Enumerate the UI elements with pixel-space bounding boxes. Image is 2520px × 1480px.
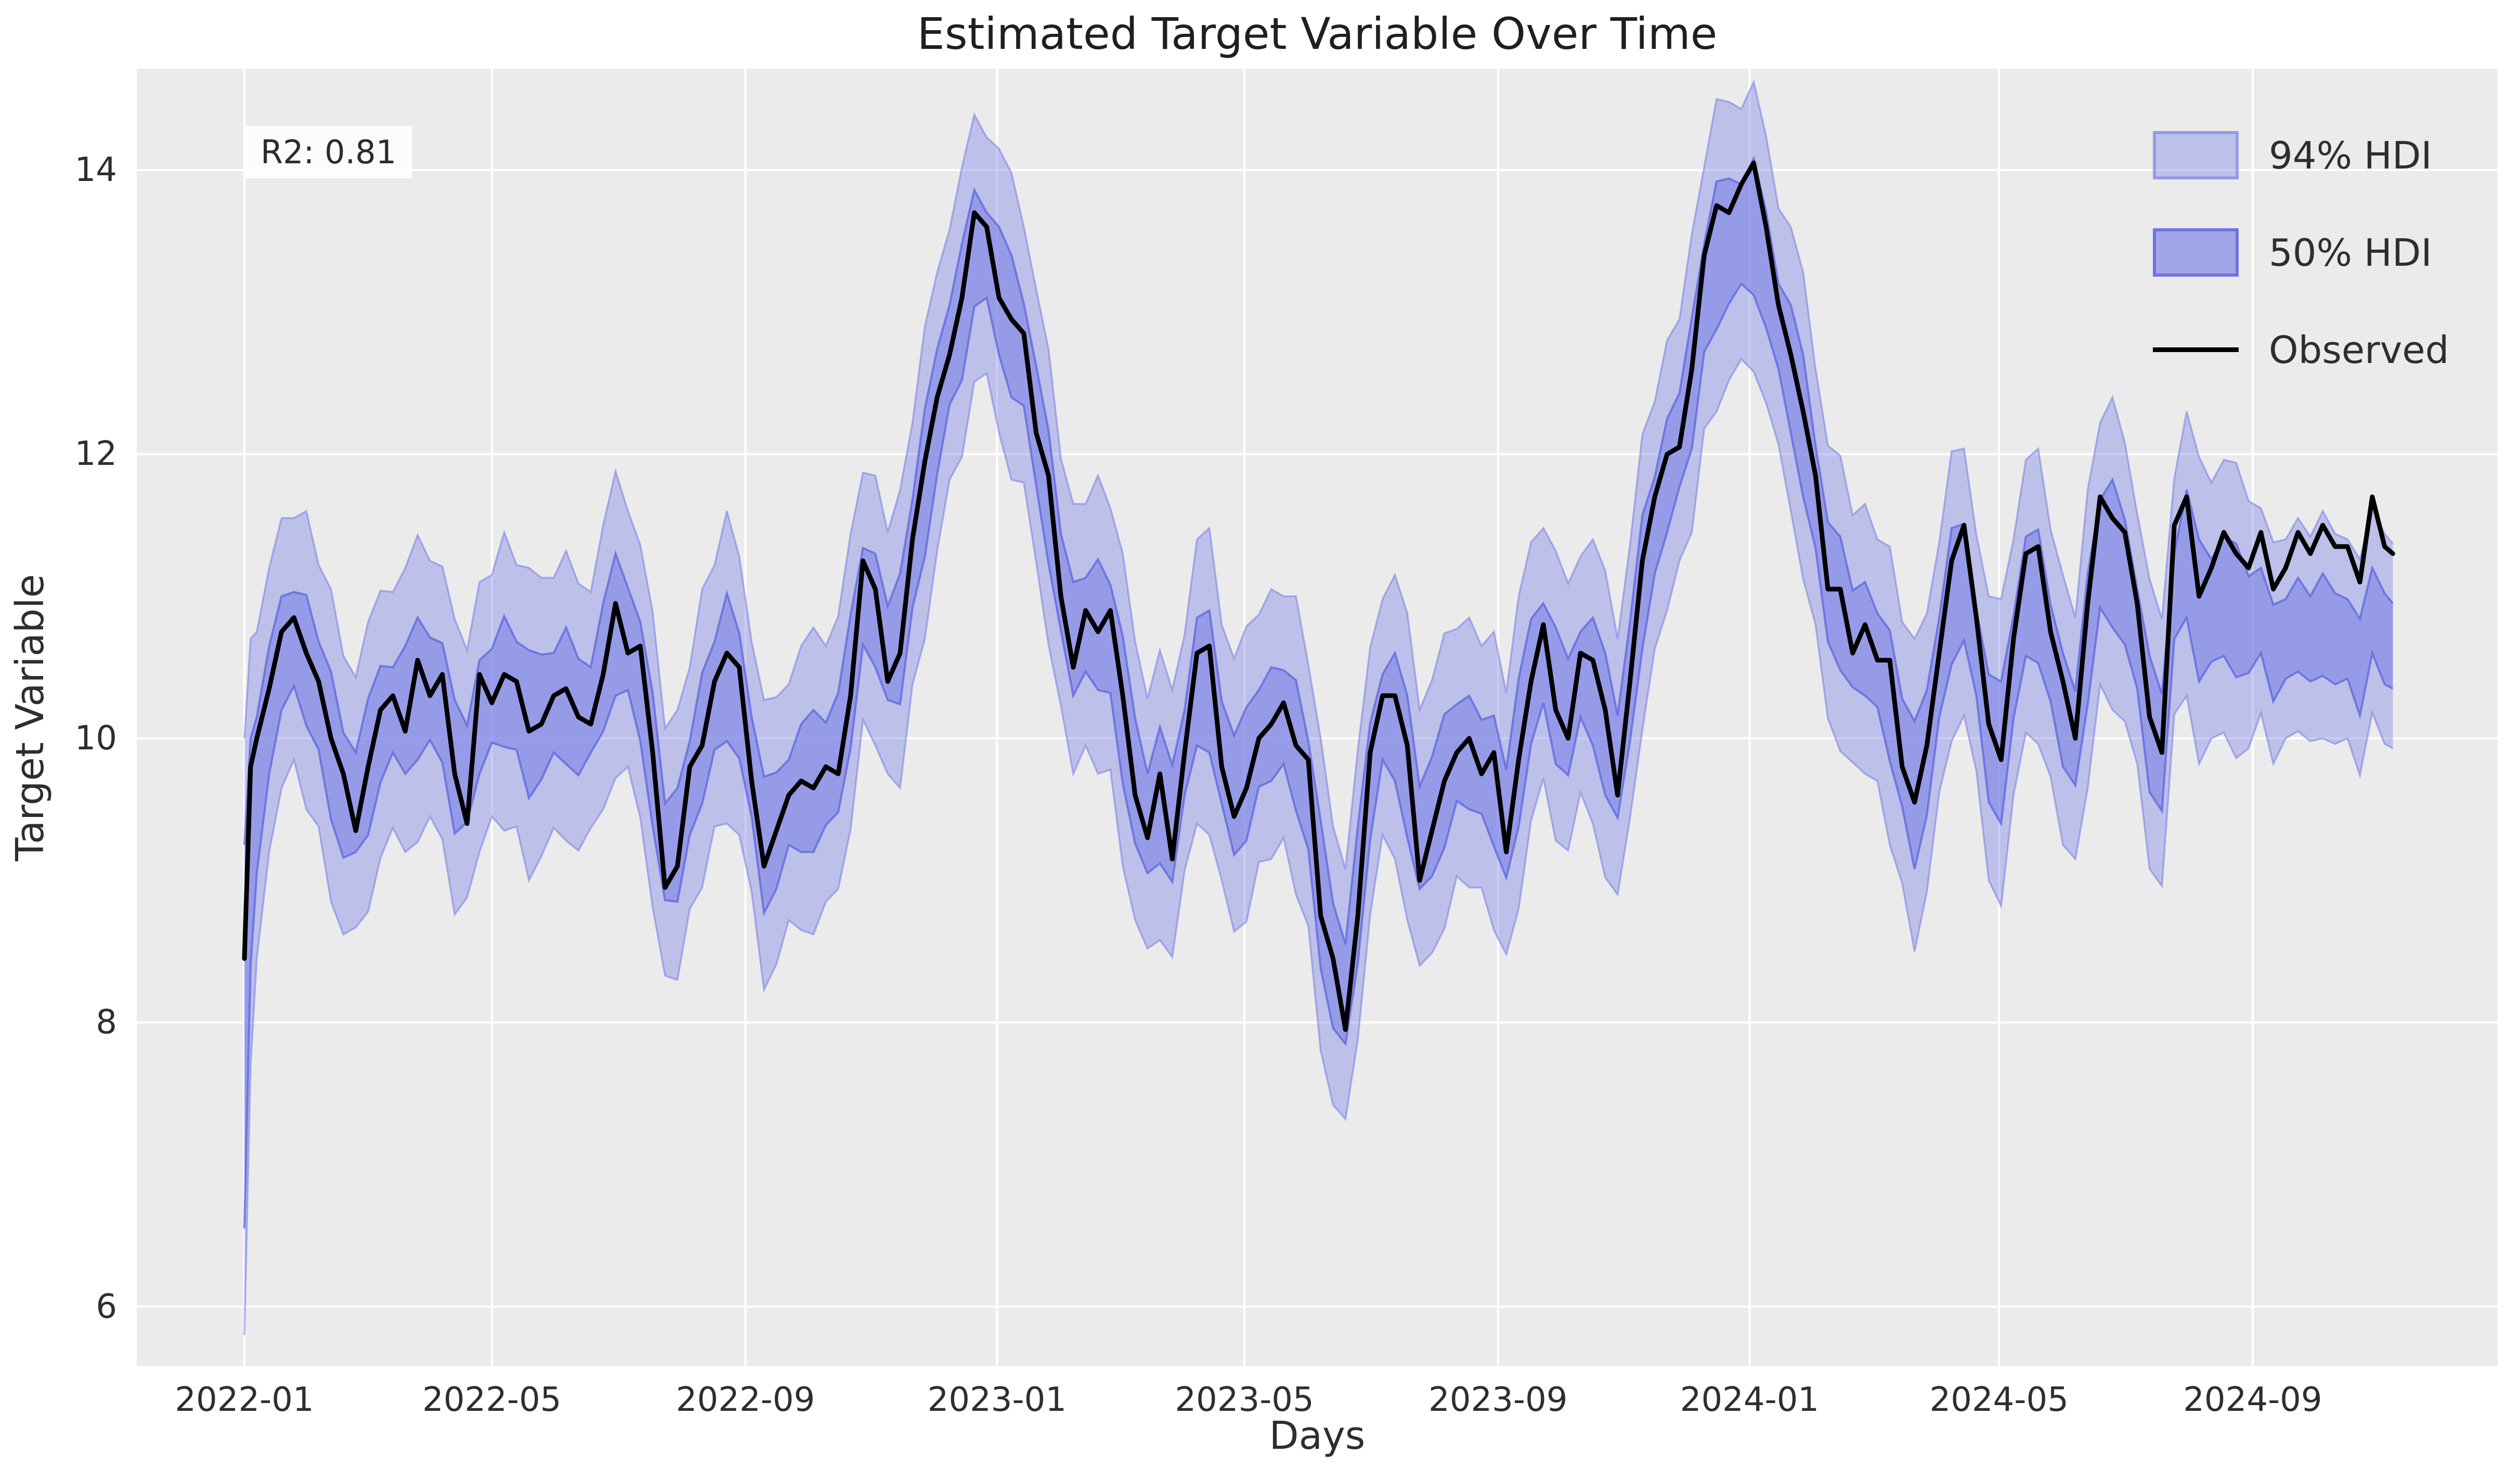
observed-line-swatch-icon [2153, 347, 2239, 352]
y-tick-label: 14 [74, 151, 117, 189]
hdi50-upper-edge [243, 155, 2394, 945]
legend: 94% HDI 50% HDI Observed [2153, 107, 2449, 398]
hdi94-upper-edge [243, 79, 2394, 869]
x-tick-label: 2023-09 [1428, 1381, 1568, 1419]
x-tick-label: 2024-01 [1680, 1381, 1820, 1419]
legend-item-94-hdi: 94% HDI [2153, 107, 2449, 204]
legend-item-50-hdi: 50% HDI [2153, 204, 2449, 301]
hdi94-lower-edge [243, 357, 2394, 1335]
observed-line [242, 160, 2395, 1032]
x-tick-label: 2022-09 [676, 1381, 815, 1419]
hdi50-lower-edge [243, 282, 2394, 1229]
x-tick-label: 2023-01 [927, 1381, 1067, 1419]
chart-title: Estimated Target Variable Over Time [917, 8, 1718, 59]
x-tick-label: 2024-09 [2183, 1381, 2322, 1419]
r2-annotation: R2: 0.81 [245, 126, 412, 178]
x-tick-label: 2022-01 [175, 1381, 314, 1419]
hdi50-swatch-icon [2153, 228, 2239, 277]
x-axis-label: Days [1269, 1413, 1366, 1458]
hdi94-swatch-icon [2153, 131, 2239, 179]
legend-label: 94% HDI [2269, 133, 2432, 177]
y-tick-label: 8 [96, 1003, 117, 1042]
x-tick-label: 2023-05 [1175, 1381, 1314, 1419]
y-tick-label: 10 [74, 719, 117, 758]
legend-label: Observed [2269, 328, 2449, 372]
y-tick-label: 6 [96, 1287, 117, 1326]
hdi94-band [244, 82, 2393, 1335]
legend-item-observed: Observed [2153, 301, 2449, 398]
x-tick-label: 2024-05 [1929, 1381, 2069, 1419]
x-tick-label: 2022-05 [422, 1381, 562, 1419]
legend-label: 50% HDI [2269, 230, 2432, 275]
y-axis-label: Target Variable [8, 574, 53, 862]
y-tick-label: 12 [74, 435, 117, 474]
